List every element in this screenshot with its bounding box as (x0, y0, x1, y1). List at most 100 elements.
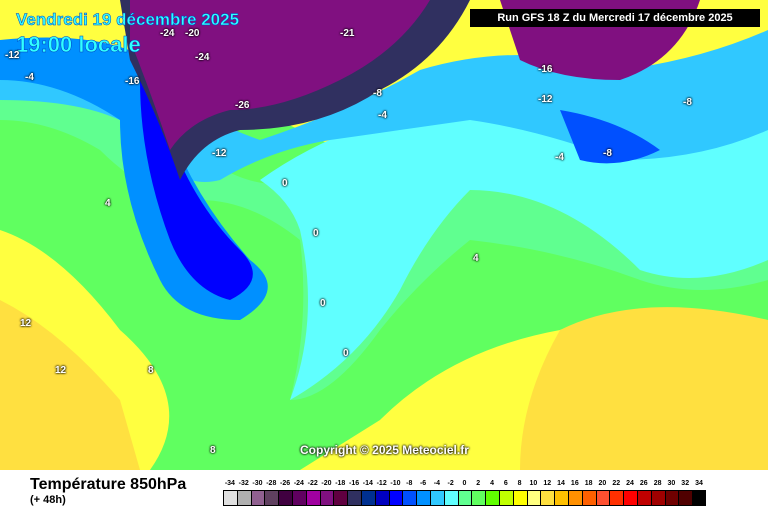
legend-label: -24 (293, 480, 304, 487)
legend-swatch (402, 490, 417, 506)
legend-label: -26 (280, 480, 291, 487)
legend-label: -18 (335, 480, 346, 487)
legend-label: 14 (557, 480, 565, 487)
legend-swatch (636, 490, 651, 506)
contour-label: -20 (185, 28, 200, 39)
legend-cell: 16 (567, 478, 582, 506)
legend-cell: 2 (471, 478, 486, 506)
contour-label: 12 (20, 318, 32, 329)
forecast-time: 19:00 locale (16, 32, 141, 58)
legend-cell: 12 (540, 478, 555, 506)
legend-cell: -6 (416, 478, 430, 506)
legend-cell: -2 (443, 478, 458, 506)
legend-cell: 6 (498, 478, 513, 506)
legend-swatch (333, 490, 348, 506)
legend-swatch (540, 490, 555, 506)
contour-label: -12 (5, 50, 20, 61)
color-scale-legend: -34 -32 -30 -28 -26 -24 -22 -20 -18 -16 -14 -12 -10-… (223, 478, 706, 506)
legend-cell: -16 (347, 478, 361, 506)
legend-label: -20 (321, 480, 332, 487)
legend-label: -28 (266, 480, 277, 487)
legend-cell: -10 (388, 478, 403, 506)
legend-label: 2 (476, 480, 481, 487)
contour-label: -12 (212, 148, 227, 159)
contour-label: 8 (148, 365, 154, 376)
legend-swatch (512, 490, 527, 506)
legend-swatch (319, 490, 334, 506)
legend-label: 0 (462, 480, 467, 487)
legend-label: 18 (584, 480, 593, 487)
contour-label: 4 (105, 198, 111, 209)
legend-swatch (567, 490, 582, 506)
legend-cell: 4 (485, 478, 499, 506)
legend-swatch (416, 490, 430, 506)
legend-cell: 10 (526, 478, 541, 506)
contour-label: -24 (195, 52, 210, 63)
legend-label: -10 (390, 480, 401, 487)
legend-swatch (291, 490, 306, 506)
copyright: Copyright © 2025 Meteociel.fr (300, 443, 469, 457)
legend-label: -14 (362, 480, 373, 487)
contour-label: -24 (160, 28, 175, 39)
legend-swatch (485, 490, 499, 506)
legend-cell: 18 (581, 478, 596, 506)
legend-swatch (264, 490, 279, 506)
legend-label: 16 (570, 480, 579, 487)
legend-label: 26 (639, 480, 648, 487)
legend-swatch (457, 490, 472, 506)
legend-swatch (581, 490, 596, 506)
forecast-date: Vendredi 19 décembre 2025 (16, 10, 240, 30)
contour-label: -26 (235, 100, 250, 111)
contour-label: 4 (473, 253, 479, 264)
contour-label: -8 (683, 97, 692, 108)
legend-cell: -20 (319, 478, 334, 506)
legend-label: 22 (612, 480, 621, 487)
model-run-info: Run GFS 18 Z du Mercredi 17 décembre 202… (470, 9, 760, 27)
legend-label: -32 (238, 480, 249, 487)
legend-cell: -32 (236, 478, 251, 506)
legend-label: -8 (406, 480, 413, 487)
legend-swatch (554, 490, 568, 506)
legend-label: -16 (349, 480, 360, 487)
legend-label: -34 (224, 480, 235, 487)
legend-cell: -8 (402, 478, 417, 506)
legend-label: -6 (419, 480, 427, 487)
legend-swatch (471, 490, 486, 506)
legend-label: 32 (681, 480, 690, 487)
legend-cell: -12 (374, 478, 389, 506)
legend-cell: 34 (692, 478, 706, 506)
legend-cell: 24 (623, 478, 637, 506)
legend-cell: -22 (305, 478, 320, 506)
legend-swatch (347, 490, 361, 506)
contour-label: 0 (320, 298, 326, 309)
legend-swatch (388, 490, 403, 506)
legend-swatch (278, 490, 292, 506)
contour-label: -12 (538, 94, 553, 105)
legend-label: 12 (543, 480, 552, 487)
contour-label: -16 (538, 64, 553, 75)
legend-label: -12 (376, 480, 387, 487)
legend-swatch (595, 490, 610, 506)
legend-cell: -18 (333, 478, 348, 506)
legend-swatch (429, 490, 444, 506)
contour-label: 0 (282, 178, 288, 189)
legend-label: 8 (517, 480, 522, 487)
contour-label: -4 (555, 152, 564, 163)
map-title: Température 850hPa (30, 476, 187, 493)
legend-cell: 8 (512, 478, 527, 506)
legend-swatch (305, 490, 320, 506)
forecast-offset: (+ 48h) (30, 494, 66, 506)
legend-label: 34 (695, 480, 703, 487)
legend-cell: 30 (664, 478, 679, 506)
legend-swatch (250, 490, 265, 506)
legend-label: 30 (667, 480, 676, 487)
legend-cell: 28 (650, 478, 665, 506)
contour-label: -16 (125, 76, 140, 87)
contour-label: 12 (55, 365, 67, 376)
legend-label: 20 (598, 480, 607, 487)
legend-cell: 20 (595, 478, 610, 506)
legend-cell: 14 (554, 478, 568, 506)
legend-swatch (609, 490, 624, 506)
legend-label: 24 (626, 480, 634, 487)
legend-label: -2 (447, 480, 454, 487)
